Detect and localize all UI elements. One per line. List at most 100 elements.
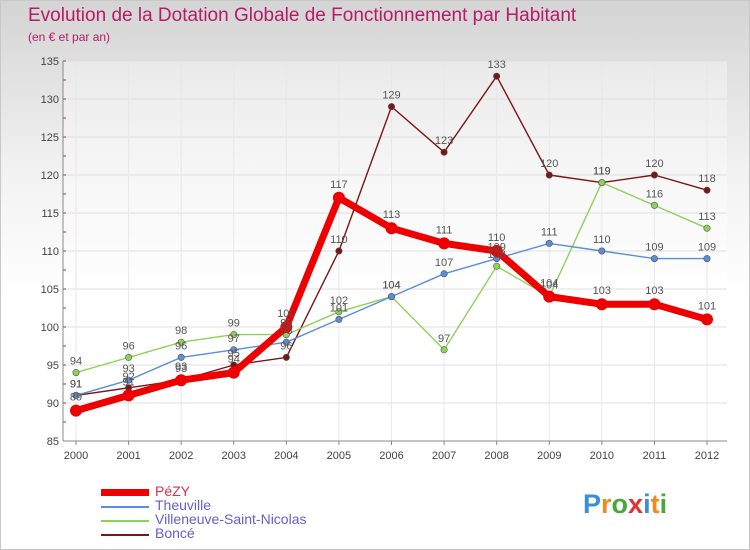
data-label-villeneuve-saint-nicolas: 97 (438, 333, 450, 345)
chart-subtitle: (en € et par an) (28, 30, 111, 44)
data-point-bonce (387, 103, 395, 111)
data-label-villeneuve-saint-nicolas: 98 (175, 325, 187, 337)
data-label-theuville: 97 (228, 333, 240, 345)
x-tick-label: 2000 (64, 450, 88, 462)
data-point-villeneuve-saint-nicolas (650, 201, 658, 209)
data-point-villeneuve-saint-nicolas (335, 308, 343, 316)
data-label-bonce: 91 (70, 378, 82, 390)
data-point-pezy (175, 374, 188, 387)
legend-swatch (101, 520, 149, 522)
data-label-pezy: 93 (175, 361, 187, 373)
x-tick-label: 2007 (432, 450, 456, 462)
data-label-bonce: 93 (175, 363, 187, 375)
data-label-theuville: 93 (122, 363, 134, 375)
data-point-bonce (335, 247, 343, 255)
data-label-bonce: 118 (698, 173, 716, 185)
data-label-villeneuve-saint-nicolas: 102 (330, 295, 348, 307)
data-label-pezy: 91 (122, 376, 134, 388)
data-label-theuville: 96 (175, 340, 187, 352)
legend-label: Boncé (155, 525, 195, 541)
data-label-theuville: 109 (698, 242, 716, 254)
data-label-villeneuve-saint-nicolas: 104 (382, 280, 400, 292)
data-point-villeneuve-saint-nicolas (125, 353, 133, 361)
x-tick-label: 2001 (116, 450, 140, 462)
data-point-bonce (703, 186, 711, 194)
data-point-villeneuve-saint-nicolas (177, 338, 185, 346)
data-label-villeneuve-saint-nicolas: 99 (280, 318, 292, 330)
data-label-villeneuve-saint-nicolas: 94 (70, 356, 82, 368)
data-point-villeneuve-saint-nicolas (72, 369, 80, 377)
data-point-pezy (122, 389, 135, 402)
x-tick-label: 2012 (695, 450, 719, 462)
x-tick-label: 2006 (379, 450, 403, 462)
data-point-pezy (438, 237, 451, 250)
data-label-bonce: 92 (122, 371, 134, 383)
legend-label: PéZY (155, 483, 191, 499)
data-label-bonce: 110 (330, 234, 348, 246)
data-point-pezy (490, 245, 503, 257)
legend-swatch (101, 506, 149, 508)
data-point-theuville (282, 338, 290, 346)
data-point-pezy (332, 191, 345, 204)
data-label-villeneuve-saint-nicolas: 104 (540, 280, 558, 292)
data-point-theuville (177, 353, 185, 361)
data-point-theuville (545, 239, 553, 247)
data-label-theuville: 98 (280, 325, 292, 337)
x-tick-label: 2009 (537, 450, 561, 462)
data-point-theuville (703, 255, 711, 263)
data-point-bonce (650, 171, 658, 179)
y-tick-label: 90 (47, 398, 59, 410)
data-label-bonce: 119 (593, 166, 611, 178)
data-point-bonce (282, 353, 290, 361)
legend-label: Villeneuve-Saint-Nicolas (155, 511, 307, 527)
data-label-villeneuve-saint-nicolas: 108 (487, 249, 505, 261)
y-tick-label: 95 (47, 360, 59, 372)
data-point-villeneuve-saint-nicolas (598, 179, 606, 187)
data-label-bonce: 133 (487, 59, 505, 71)
data-point-theuville (230, 346, 238, 354)
y-tick-label: 85 (47, 436, 59, 448)
data-label-theuville: 101 (330, 302, 348, 314)
proxiti-logo: Proxiti (583, 489, 668, 519)
data-point-bonce (440, 148, 448, 156)
y-tick-label: 130 (41, 94, 59, 106)
x-tick-label: 2002 (169, 450, 193, 462)
data-label-pezy: 111 (436, 224, 453, 236)
y-tick-label: 120 (41, 170, 59, 182)
data-label-villeneuve-saint-nicolas: 116 (646, 188, 664, 200)
data-label-bonce: 95 (228, 348, 240, 360)
data-label-bonce: 120 (645, 158, 663, 170)
data-label-bonce: 123 (435, 135, 453, 147)
data-point-pezy (385, 222, 398, 235)
legend-swatch (101, 534, 149, 536)
y-tick-label: 100 (41, 322, 59, 334)
data-label-theuville: 109 (645, 242, 663, 254)
data-point-bonce (545, 171, 553, 179)
chart-title: Evolution de la Dotation Globale de Fonc… (28, 5, 577, 26)
legend-swatch (101, 489, 149, 496)
data-label-pezy: 103 (593, 285, 611, 297)
data-label-villeneuve-saint-nicolas: 119 (593, 166, 611, 178)
x-tick-label: 2011 (643, 450, 667, 462)
data-label-pezy: 110 (488, 232, 506, 244)
data-label-bonce: 96 (280, 340, 292, 352)
data-point-villeneuve-saint-nicolas (703, 224, 711, 232)
x-tick-label: 2008 (484, 450, 508, 462)
data-label-pezy: 117 (330, 179, 348, 191)
data-point-theuville (72, 391, 80, 399)
data-point-villeneuve-saint-nicolas (493, 262, 501, 270)
data-label-bonce: 120 (540, 158, 558, 170)
data-point-theuville (125, 376, 133, 384)
data-label-theuville: 110 (593, 234, 611, 246)
y-tick-label: 105 (41, 284, 59, 296)
data-point-pezy (70, 404, 82, 417)
data-label-pezy: 103 (645, 285, 663, 297)
data-label-pezy: 113 (383, 209, 401, 221)
data-label-theuville: 91 (70, 378, 82, 390)
data-point-theuville (335, 315, 343, 323)
legend-label: Theuville (155, 497, 212, 513)
data-label-theuville: 107 (435, 257, 453, 269)
data-point-bonce (493, 72, 501, 80)
data-point-villeneuve-saint-nicolas (230, 331, 238, 339)
